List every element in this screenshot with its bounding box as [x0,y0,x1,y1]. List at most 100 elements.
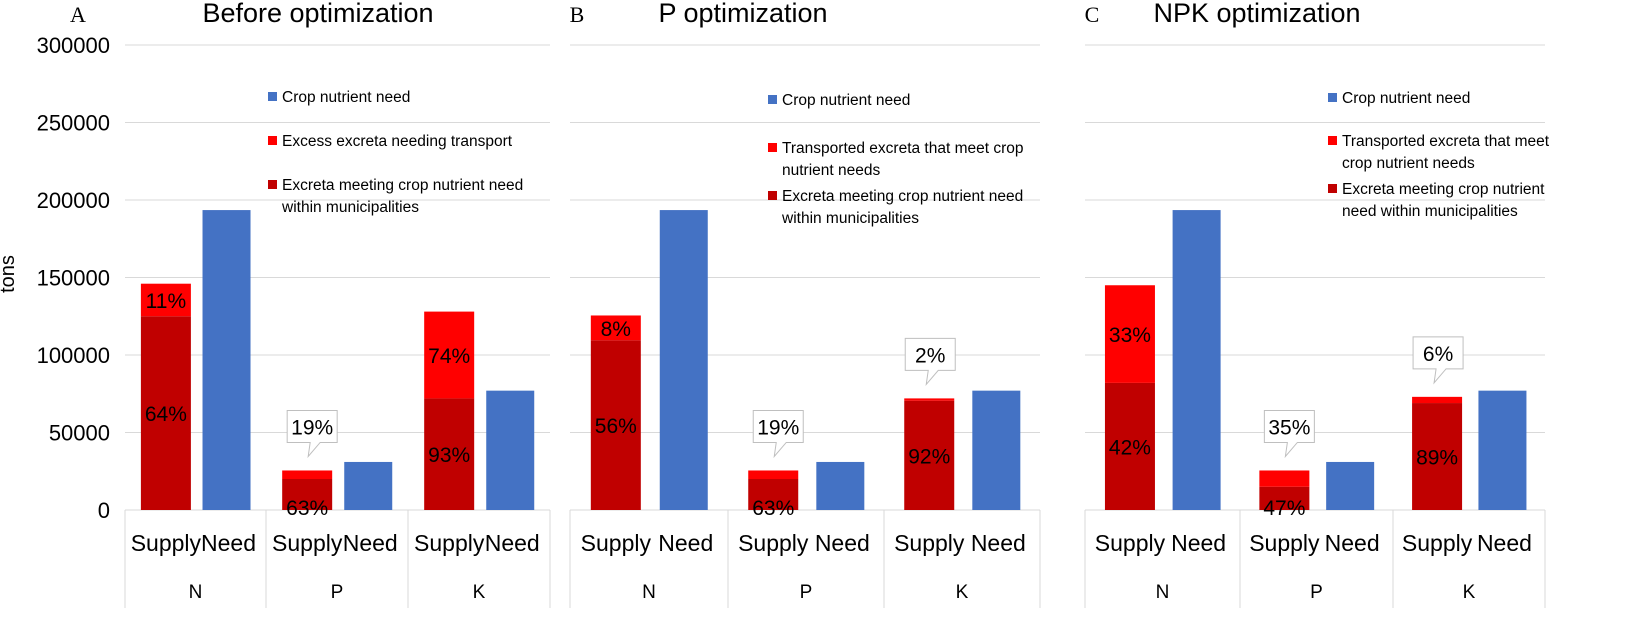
y-tick-label: 200000 [37,188,110,213]
bar-need [1326,461,1375,510]
bar-supply-meeting [1412,403,1463,510]
pct-callout-box [1412,336,1464,385]
y-tick-label: 50000 [49,421,110,446]
legend-label-excess: Transported excreta that meet crop [782,140,1024,157]
legend-label-meeting: within municipalities [281,199,419,216]
legend-label-need: Crop nutrient need [282,89,410,106]
pct-callout-box [904,337,956,387]
panel-c: C NPK optimization Crop nutrient need Trans… [1085,0,1550,603]
x-label-need: Need [815,530,870,556]
bar-need [344,461,393,510]
x-label-supply: Supply [581,530,652,556]
pct-callout-box [286,409,338,459]
bar-supply-meeting [904,400,955,510]
pct-label-excess: 19% [757,416,799,439]
legend-label-need: Crop nutrient need [782,92,910,109]
x-label-supply: Supply [131,530,202,556]
pct-label-meeting: 56% [595,415,637,438]
pct-label-excess: 19% [291,416,333,439]
pct-label-meeting: 42% [1109,436,1151,459]
bar-supply-excess [424,311,475,399]
panel-title: P optimization [658,0,827,28]
pct-label-excess: 74% [428,345,470,368]
legend-label-meeting: need within municipalities [1342,203,1518,220]
group-label-k: K [956,582,969,603]
legend-swatch-meeting [1328,184,1337,193]
legend-label-excess: Excess excreta needing transport [282,133,513,150]
pct-label-excess: 33% [1109,324,1151,347]
legend-swatch-excess [768,143,777,152]
bar-supply-meeting [590,340,641,510]
group-label-p: P [1310,582,1323,603]
bar-supply-excess [590,315,641,341]
legend-swatch-excess [268,136,277,145]
x-label-need: Need [971,530,1026,556]
pct-label-meeting: 63% [286,497,328,520]
panel-title: NPK optimization [1153,0,1360,28]
bar-supply-meeting [140,316,191,510]
y-tick-label: 150000 [37,266,110,291]
bar-supply-meeting [282,479,333,510]
x-label-supply: Supply [1249,530,1320,556]
group-label-n: N [642,582,656,603]
panels: A Before optimization Crop nutrient need Ex… [70,0,1550,603]
legend-label-meeting: Excreta meeting crop nutrient need [782,188,1023,205]
legend-swatch-excess [1328,136,1337,145]
x-label-supply: Supply [272,530,343,556]
x-label-supply: Supply [894,530,965,556]
y-tick-label: 100000 [37,343,110,368]
grid-layer [124,44,1546,608]
y-tick-label: 300000 [37,33,110,58]
legend-label-excess: crop nutrient needs [1342,155,1475,172]
pct-label-meeting: 92% [908,445,950,468]
pct-label-meeting: 93% [428,444,470,467]
y-axis-label: tons [0,255,19,293]
x-label-need: Need [485,530,540,556]
pct-callout-box [1263,409,1315,459]
group-label-k: K [1463,582,1476,603]
group-label-n: N [1156,582,1170,603]
legend-label-excess: Transported excreta that meet [1342,133,1550,150]
bar-need [816,461,865,510]
x-label-need: Need [343,530,398,556]
legend-label-excess: nutrient needs [782,162,880,179]
pct-callout-box [752,409,804,459]
panel-a: A Before optimization Crop nutrient need Ex… [70,0,540,603]
bar-supply-meeting [1104,382,1155,510]
y-tick-label: 250000 [37,111,110,136]
legend-label-need: Crop nutrient need [1342,90,1470,107]
legend-swatch-need [768,95,777,104]
bar-need [1172,210,1221,510]
y-tick-label: 0 [98,498,110,523]
bar-supply-excess [1412,396,1463,404]
legend-swatch-need [268,92,277,101]
pct-label-meeting: 63% [752,497,794,520]
bar-supply-excess [1104,285,1155,383]
group-label-k: K [473,582,486,603]
y-axis: 0 50000 100000 150000 200000 250000 300000 tons [0,33,110,523]
x-label-need: Need [658,530,713,556]
bar-need [972,390,1021,510]
panel-letter: C [1085,2,1100,27]
bar-supply-excess [748,470,799,479]
panel-title: Before optimization [202,0,433,28]
legend-label-meeting: Excreta meeting crop nutrient need [282,177,523,194]
pct-label-excess: 6% [1423,343,1453,366]
x-label-need: Need [1477,530,1532,556]
x-label-supply: Supply [1095,530,1166,556]
bar-need [486,390,535,510]
pct-label-meeting: 47% [1263,497,1305,520]
x-label-need: Need [201,530,256,556]
pct-label-excess: 8% [601,318,631,341]
legend-swatch-meeting [768,191,777,200]
pct-label-excess: 2% [915,344,945,367]
x-label-supply: Supply [738,530,809,556]
panel-letter: B [570,2,585,27]
bar-supply-excess [1259,470,1310,487]
bar-supply-excess [282,470,333,479]
group-label-n: N [189,582,203,603]
bar-supply-excess [904,398,955,401]
x-label-supply: Supply [1402,530,1473,556]
panel-b: B P optimization Crop nutrient need Transpo… [570,0,1026,603]
